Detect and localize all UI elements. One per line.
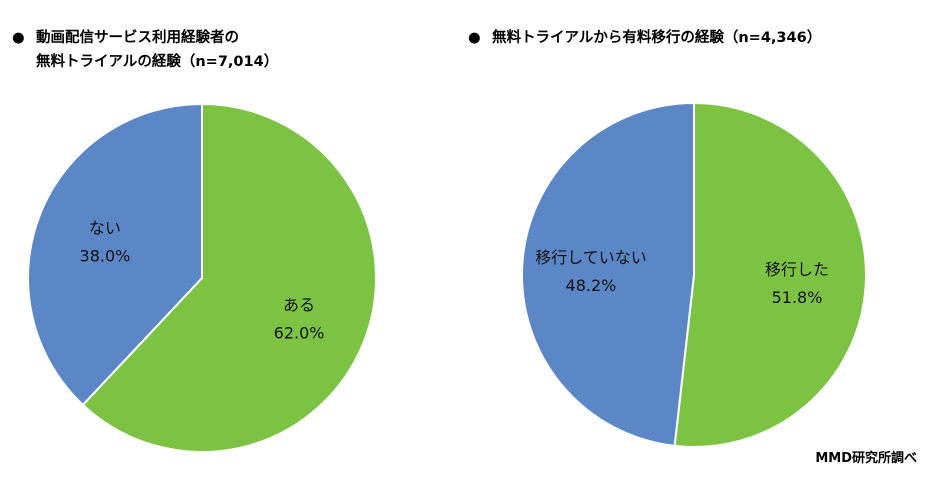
slice-aru-value-label: 62.0%	[274, 323, 325, 342]
bullet-icon: ●	[468, 30, 481, 46]
slice-nai-label: ない	[89, 219, 121, 238]
slice-ikou-shiteinai-label: 移行していない	[535, 248, 647, 267]
pie-chart-paid-conversion: 移行した 51.8% 移行していない 48.2%	[521, 101, 867, 448]
source-credit: MMD研究所調べ	[815, 451, 917, 466]
slice-aru	[81, 102, 377, 453]
bullet-icon: ●	[12, 30, 25, 46]
chart-title-right-line-1: ● 無料トライアルから有料移行の経験（n=4,346）	[468, 26, 821, 50]
chart-title-left-text-1: 動画配信サービス利用経験者の	[36, 30, 239, 46]
slice-ikou-shita-value-label: 51.8%	[772, 288, 823, 307]
slice-ikou-shita	[673, 101, 867, 448]
slice-aru-label: ある	[283, 295, 315, 314]
slice-ikou-shita-label: 移行した	[765, 260, 829, 279]
chart-title-left: ● 動画配信サービス利用経験者の 無料トライアルの経験（n=7,014）	[12, 26, 278, 74]
chart-title-right-text-1: 無料トライアルから有料移行の経験（n=4,346）	[492, 30, 822, 46]
slice-ikou-shiteinai-value-label: 48.2%	[566, 276, 617, 295]
chart-title-right: ● 無料トライアルから有料移行の経験（n=4,346）	[468, 26, 821, 50]
chart-title-left-line-2: 無料トライアルの経験（n=7,014）	[36, 54, 279, 70]
slice-ikou-shiteinai	[521, 101, 695, 448]
slice-nai-value-label: 38.0%	[80, 247, 131, 266]
slice-nai	[27, 102, 203, 407]
pie-chart-free-trial: ある 62.0% ない 38.0%	[27, 102, 377, 453]
chart-title-left-line-1: ● 動画配信サービス利用経験者の	[12, 26, 278, 50]
